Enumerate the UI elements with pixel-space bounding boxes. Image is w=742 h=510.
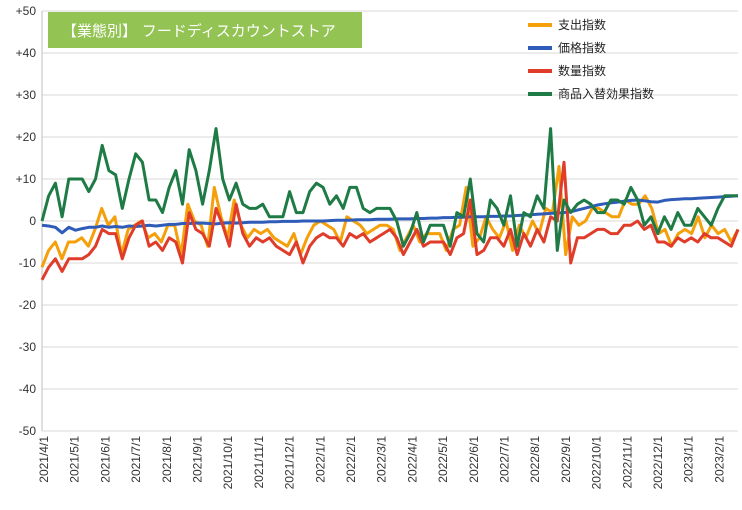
legend-label: 支出指数: [558, 17, 606, 32]
y-tick-label: +10: [16, 172, 37, 186]
x-tick-label: 2021/7/1: [129, 436, 143, 483]
y-tick-label: +40: [16, 46, 37, 60]
series-line-4: [40, 127, 738, 252]
x-tick-label: 2022/10/1: [590, 436, 604, 490]
x-tick-label: 2021/5/1: [68, 436, 82, 483]
y-tick-label: +20: [16, 130, 37, 144]
x-axis: 2021/4/1 2021/5/1 2021/6/1 2021/7/1 2021/8/1…: [37, 436, 726, 490]
y-tick-label: -40: [19, 382, 37, 396]
y-axis: +50 +40 +30 +20 +10 0 -10 -20 -30 -40 -50: [16, 4, 37, 438]
y-tick-label: -10: [19, 256, 37, 270]
y-tick-label: +50: [16, 4, 37, 18]
x-tick-label: 2022/11/1: [620, 436, 634, 489]
x-tick-label: 2022/3/1: [375, 436, 389, 483]
x-tick-label: 2022/8/1: [528, 436, 542, 483]
title-background: [48, 12, 362, 48]
y-tick-label: -30: [19, 340, 37, 354]
x-tick-label: 2022/9/1: [559, 436, 573, 483]
y-tick-label: +30: [16, 88, 37, 102]
legend-label: 価格指数: [558, 40, 606, 55]
x-tick-label: 2021/11/1: [252, 436, 266, 489]
x-tick-label: 2021/4/1: [37, 436, 51, 483]
x-tick-label: 2023/2/1: [712, 436, 726, 483]
x-tick-label: 2023/1/1: [682, 436, 696, 483]
grid-lines: [41, 10, 738, 432]
x-tick-label: 2022/6/1: [467, 436, 481, 483]
chart-title-box: 【業態別】 フードディスカウントストア: [48, 12, 362, 48]
x-tick-label: 2022/2/1: [344, 436, 358, 483]
x-tick-label: 2021/6/1: [98, 436, 112, 483]
x-tick-label: 2022/5/1: [436, 436, 450, 483]
x-tick-label: 2021/9/1: [191, 436, 205, 483]
series-lines: [40, 127, 740, 281]
y-tick-label: -20: [19, 298, 37, 312]
x-tick-label: 2022/4/1: [405, 436, 419, 483]
x-tick-label: 2022/1/1: [313, 436, 327, 483]
legend-label: 商品入替効果指数: [558, 86, 654, 101]
y-tick-label: -50: [19, 424, 37, 438]
series-line-1: [40, 164, 740, 268]
legend-label: 数量指数: [558, 63, 606, 78]
x-tick-label: 2022/7/1: [498, 436, 512, 483]
x-tick-label: 2021/12/1: [283, 436, 297, 490]
chart-title: 【業態別】 フードディスカウントストア: [62, 22, 336, 40]
y-tick-label: 0: [29, 214, 36, 228]
series-line-3: [40, 160, 740, 281]
x-tick-label: 2021/8/1: [160, 436, 174, 483]
x-tick-label: 2021/10/1: [221, 436, 235, 490]
x-tick-label: 2022/12/1: [651, 436, 665, 490]
